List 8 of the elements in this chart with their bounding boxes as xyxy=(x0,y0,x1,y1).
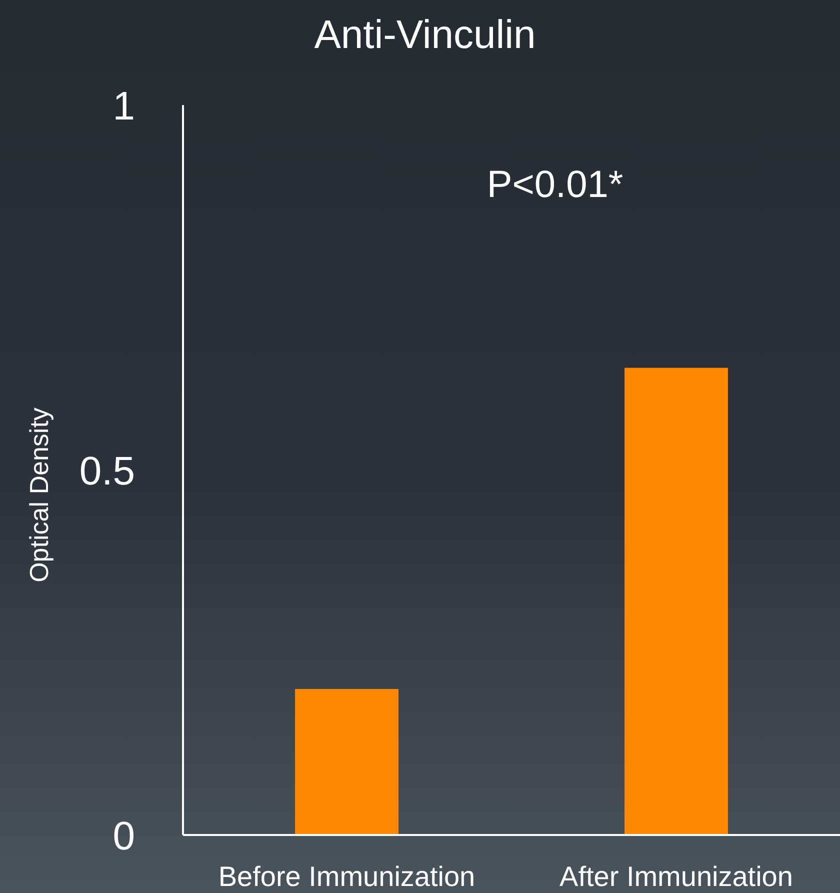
x-tick-label: Before Immunization xyxy=(218,861,476,892)
y-tick-label: 1 xyxy=(112,84,135,128)
chart-title: Anti-Vinculin xyxy=(314,13,536,57)
y-tick-label: 0 xyxy=(112,814,135,858)
y-axis-title: Optical Density xyxy=(24,408,54,582)
x-tick-label: After Immunization xyxy=(560,861,793,892)
annotation: P<0.01* xyxy=(486,164,624,206)
y-tick-label: 0.5 xyxy=(79,449,135,494)
